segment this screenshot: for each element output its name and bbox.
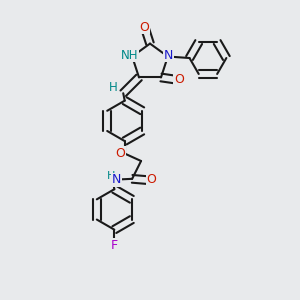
Text: H: H [107, 171, 116, 181]
Text: NH: NH [121, 49, 138, 62]
Text: N: N [112, 173, 121, 186]
Text: O: O [174, 73, 184, 86]
Text: O: O [140, 21, 150, 34]
Text: H: H [109, 81, 117, 94]
Text: F: F [111, 238, 118, 252]
Text: O: O [146, 173, 156, 186]
Text: O: O [115, 147, 125, 160]
Text: N: N [164, 49, 173, 62]
